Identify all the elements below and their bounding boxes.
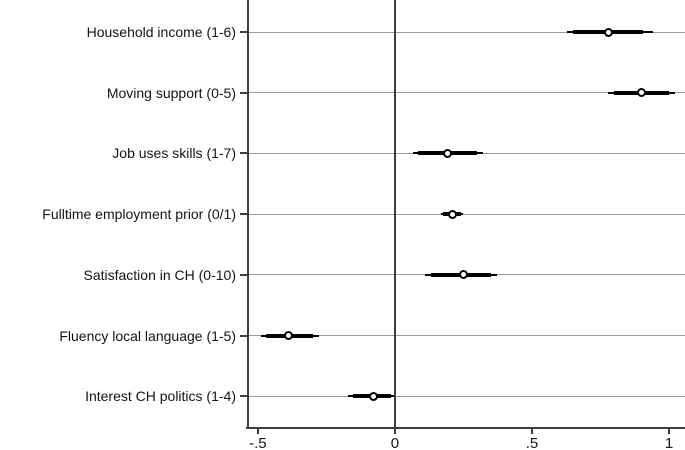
estimate-marker [448, 209, 458, 219]
estimate-marker [458, 270, 468, 280]
x-axis-tick [531, 428, 534, 434]
category-label: Interest CH politics (1-4) [85, 388, 236, 405]
x-tick-label: .5 [525, 435, 539, 450]
y-axis-tick [240, 395, 248, 398]
x-axis-tick [668, 428, 671, 434]
x-tick-label: 1 [664, 435, 674, 450]
row-gridline [248, 395, 685, 397]
zero-reference-line [393, 0, 396, 428]
y-axis-tick [240, 213, 248, 216]
row-gridline [248, 213, 685, 215]
x-axis-tick [393, 428, 396, 434]
estimate-marker [283, 331, 293, 340]
y-axis-tick [240, 334, 248, 337]
row-gridline [248, 92, 685, 94]
estimate-marker [637, 88, 647, 98]
category-label: Fluency local language (1-5) [59, 327, 236, 344]
y-axis-tick [240, 31, 248, 33]
y-axis-tick [240, 91, 248, 94]
y-axis-tick [240, 152, 248, 155]
x-tick-label: 0 [390, 435, 400, 450]
row-gridline [248, 335, 685, 336]
category-label: Moving support (0-5) [106, 84, 236, 101]
category-label: Job uses skills (1-7) [112, 145, 236, 162]
category-label: Household income (1-6) [86, 24, 236, 40]
estimate-marker [368, 391, 378, 401]
x-axis-line [246, 427, 685, 429]
estimate-marker [442, 148, 452, 158]
y-axis-line [247, 0, 249, 428]
row-gridline [248, 31, 685, 33]
x-axis-tick [256, 428, 259, 434]
category-label: Satisfaction in CH (0-10) [83, 266, 236, 283]
y-axis-tick [240, 273, 248, 276]
category-label: Fulltime employment prior (0/1) [42, 206, 236, 223]
x-tick-label: -.5 [249, 435, 267, 450]
estimate-marker [604, 27, 614, 37]
